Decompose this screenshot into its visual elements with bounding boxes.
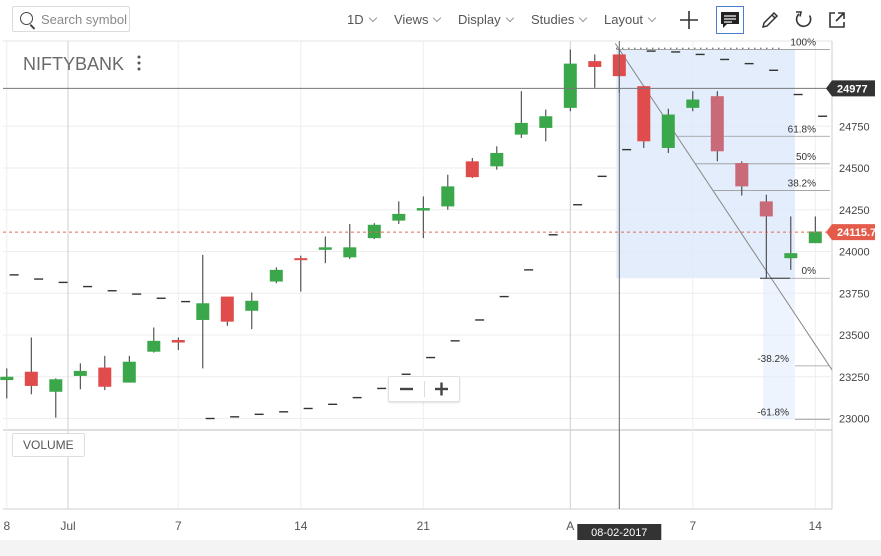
more-options-icon[interactable] — [137, 55, 141, 71]
candle-body — [392, 213, 406, 221]
popout-icon — [829, 12, 845, 28]
candle-body — [98, 367, 112, 387]
y-tick-label: 24250 — [839, 205, 870, 217]
fib-level-label: 50% — [796, 152, 816, 163]
y-tick-label: 23750 — [839, 288, 870, 300]
candle-body — [294, 258, 308, 261]
candle-body — [637, 86, 651, 142]
candle-body — [784, 253, 798, 259]
candle-body — [808, 231, 822, 244]
parabolic-sar — [9, 50, 828, 420]
plus-icon — [435, 382, 448, 396]
candle-body — [269, 269, 283, 282]
studies-menu[interactable]: Studies — [531, 12, 588, 27]
chart-overlay — [3, 41, 832, 509]
x-tick-label: 7 — [689, 519, 696, 533]
candle-body — [220, 296, 234, 322]
fib-level-label: 38.2% — [788, 179, 816, 190]
candle-body — [122, 361, 136, 383]
y-axis: 23000 23250 23500 23750 24000 24250 24500 24750… — [826, 80, 881, 426]
candle-body — [710, 96, 724, 152]
candle-body — [318, 247, 332, 250]
y-tick-label: 24500 — [839, 163, 870, 175]
candle-body — [514, 122, 528, 135]
x-tick-label: A — [566, 519, 574, 533]
crosshair-price-label-bg — [826, 80, 875, 97]
fib-level-label: -38.2% — [757, 354, 789, 365]
y-tick-label: 24750 — [839, 121, 870, 133]
candles — [0, 49, 822, 418]
candle-body — [367, 224, 381, 239]
bottom-strip — [0, 540, 881, 556]
pencil-icon — [761, 11, 779, 29]
fib-level-label: 61.8% — [788, 124, 816, 135]
last-price-label: 24115.75 — [837, 227, 881, 239]
candle-body — [735, 162, 749, 187]
candle-body — [563, 63, 577, 108]
refresh-icon — [795, 11, 812, 28]
candle-body — [73, 370, 87, 376]
comment-button[interactable] — [716, 6, 744, 34]
zoom-controls — [388, 376, 460, 402]
toolbar: 1D Views Display Studies Layout — [0, 0, 881, 40]
y-tick-label: 24000 — [839, 247, 870, 259]
x-tick-label: 14 — [809, 519, 823, 533]
last-price-label-bg — [826, 224, 875, 241]
x-tick-label: 14 — [294, 519, 308, 533]
interval-dropdown[interactable]: 1D — [347, 12, 377, 27]
candle-body — [171, 340, 185, 343]
candle-body — [661, 114, 675, 148]
candle-body — [24, 371, 38, 386]
x-axis: 8 Jul 7 14 21 A 7 14 08-02-2017 — [3, 519, 822, 540]
search-box[interactable] — [12, 6, 130, 32]
fib-level-label: 0% — [802, 266, 817, 277]
zoom-out-button[interactable] — [389, 377, 424, 401]
zoom-in-button[interactable] — [425, 377, 460, 401]
candle-body — [686, 99, 700, 108]
candle-body — [539, 116, 553, 128]
fib-trend-line — [614, 43, 833, 371]
layout-menu[interactable]: Layout — [604, 12, 657, 27]
symbol-name: NIFTYBANK — [23, 54, 124, 74]
candle-body — [49, 379, 63, 392]
y-tick-label: 23000 — [839, 414, 870, 426]
zoom-divider — [424, 381, 425, 397]
volume-toggle[interactable]: VOLUME — [12, 433, 85, 457]
fib-level-label: 100% — [790, 37, 816, 48]
crosshair-price-label: 24977 — [837, 83, 868, 95]
popout-button[interactable] — [823, 6, 851, 34]
display-menu[interactable]: Display — [458, 12, 514, 27]
candle-body — [441, 186, 455, 207]
candle-body — [245, 300, 259, 311]
y-tick-label: 23250 — [839, 372, 870, 384]
candle-body — [147, 340, 161, 352]
x-tick-label: 8 — [3, 519, 10, 533]
crosshair-date-bg — [577, 524, 662, 540]
x-tick-label: Jul — [60, 519, 75, 533]
candle-body — [343, 247, 357, 258]
search-input[interactable] — [41, 10, 127, 28]
y-tick-label: 23500 — [839, 330, 870, 342]
candle-body — [196, 303, 210, 320]
candle-body — [465, 161, 479, 178]
candle-body — [0, 376, 14, 381]
comment-icon — [721, 12, 739, 28]
fib-level-label: -61.8% — [757, 407, 789, 418]
views-menu[interactable]: Views — [394, 12, 442, 27]
candle-body — [588, 61, 602, 67]
crosshair-date-label: 08-02-2017 — [591, 527, 647, 539]
draw-button[interactable] — [756, 6, 784, 34]
fib-extension-zone — [763, 278, 795, 420]
candle-body — [490, 152, 504, 167]
refresh-button[interactable] — [790, 6, 818, 34]
candle-body — [759, 201, 773, 217]
x-tick-label: 21 — [417, 519, 431, 533]
minus-icon — [400, 387, 413, 391]
search-icon — [20, 12, 33, 25]
candle-body — [416, 208, 430, 211]
x-tick-label: 7 — [175, 519, 182, 533]
